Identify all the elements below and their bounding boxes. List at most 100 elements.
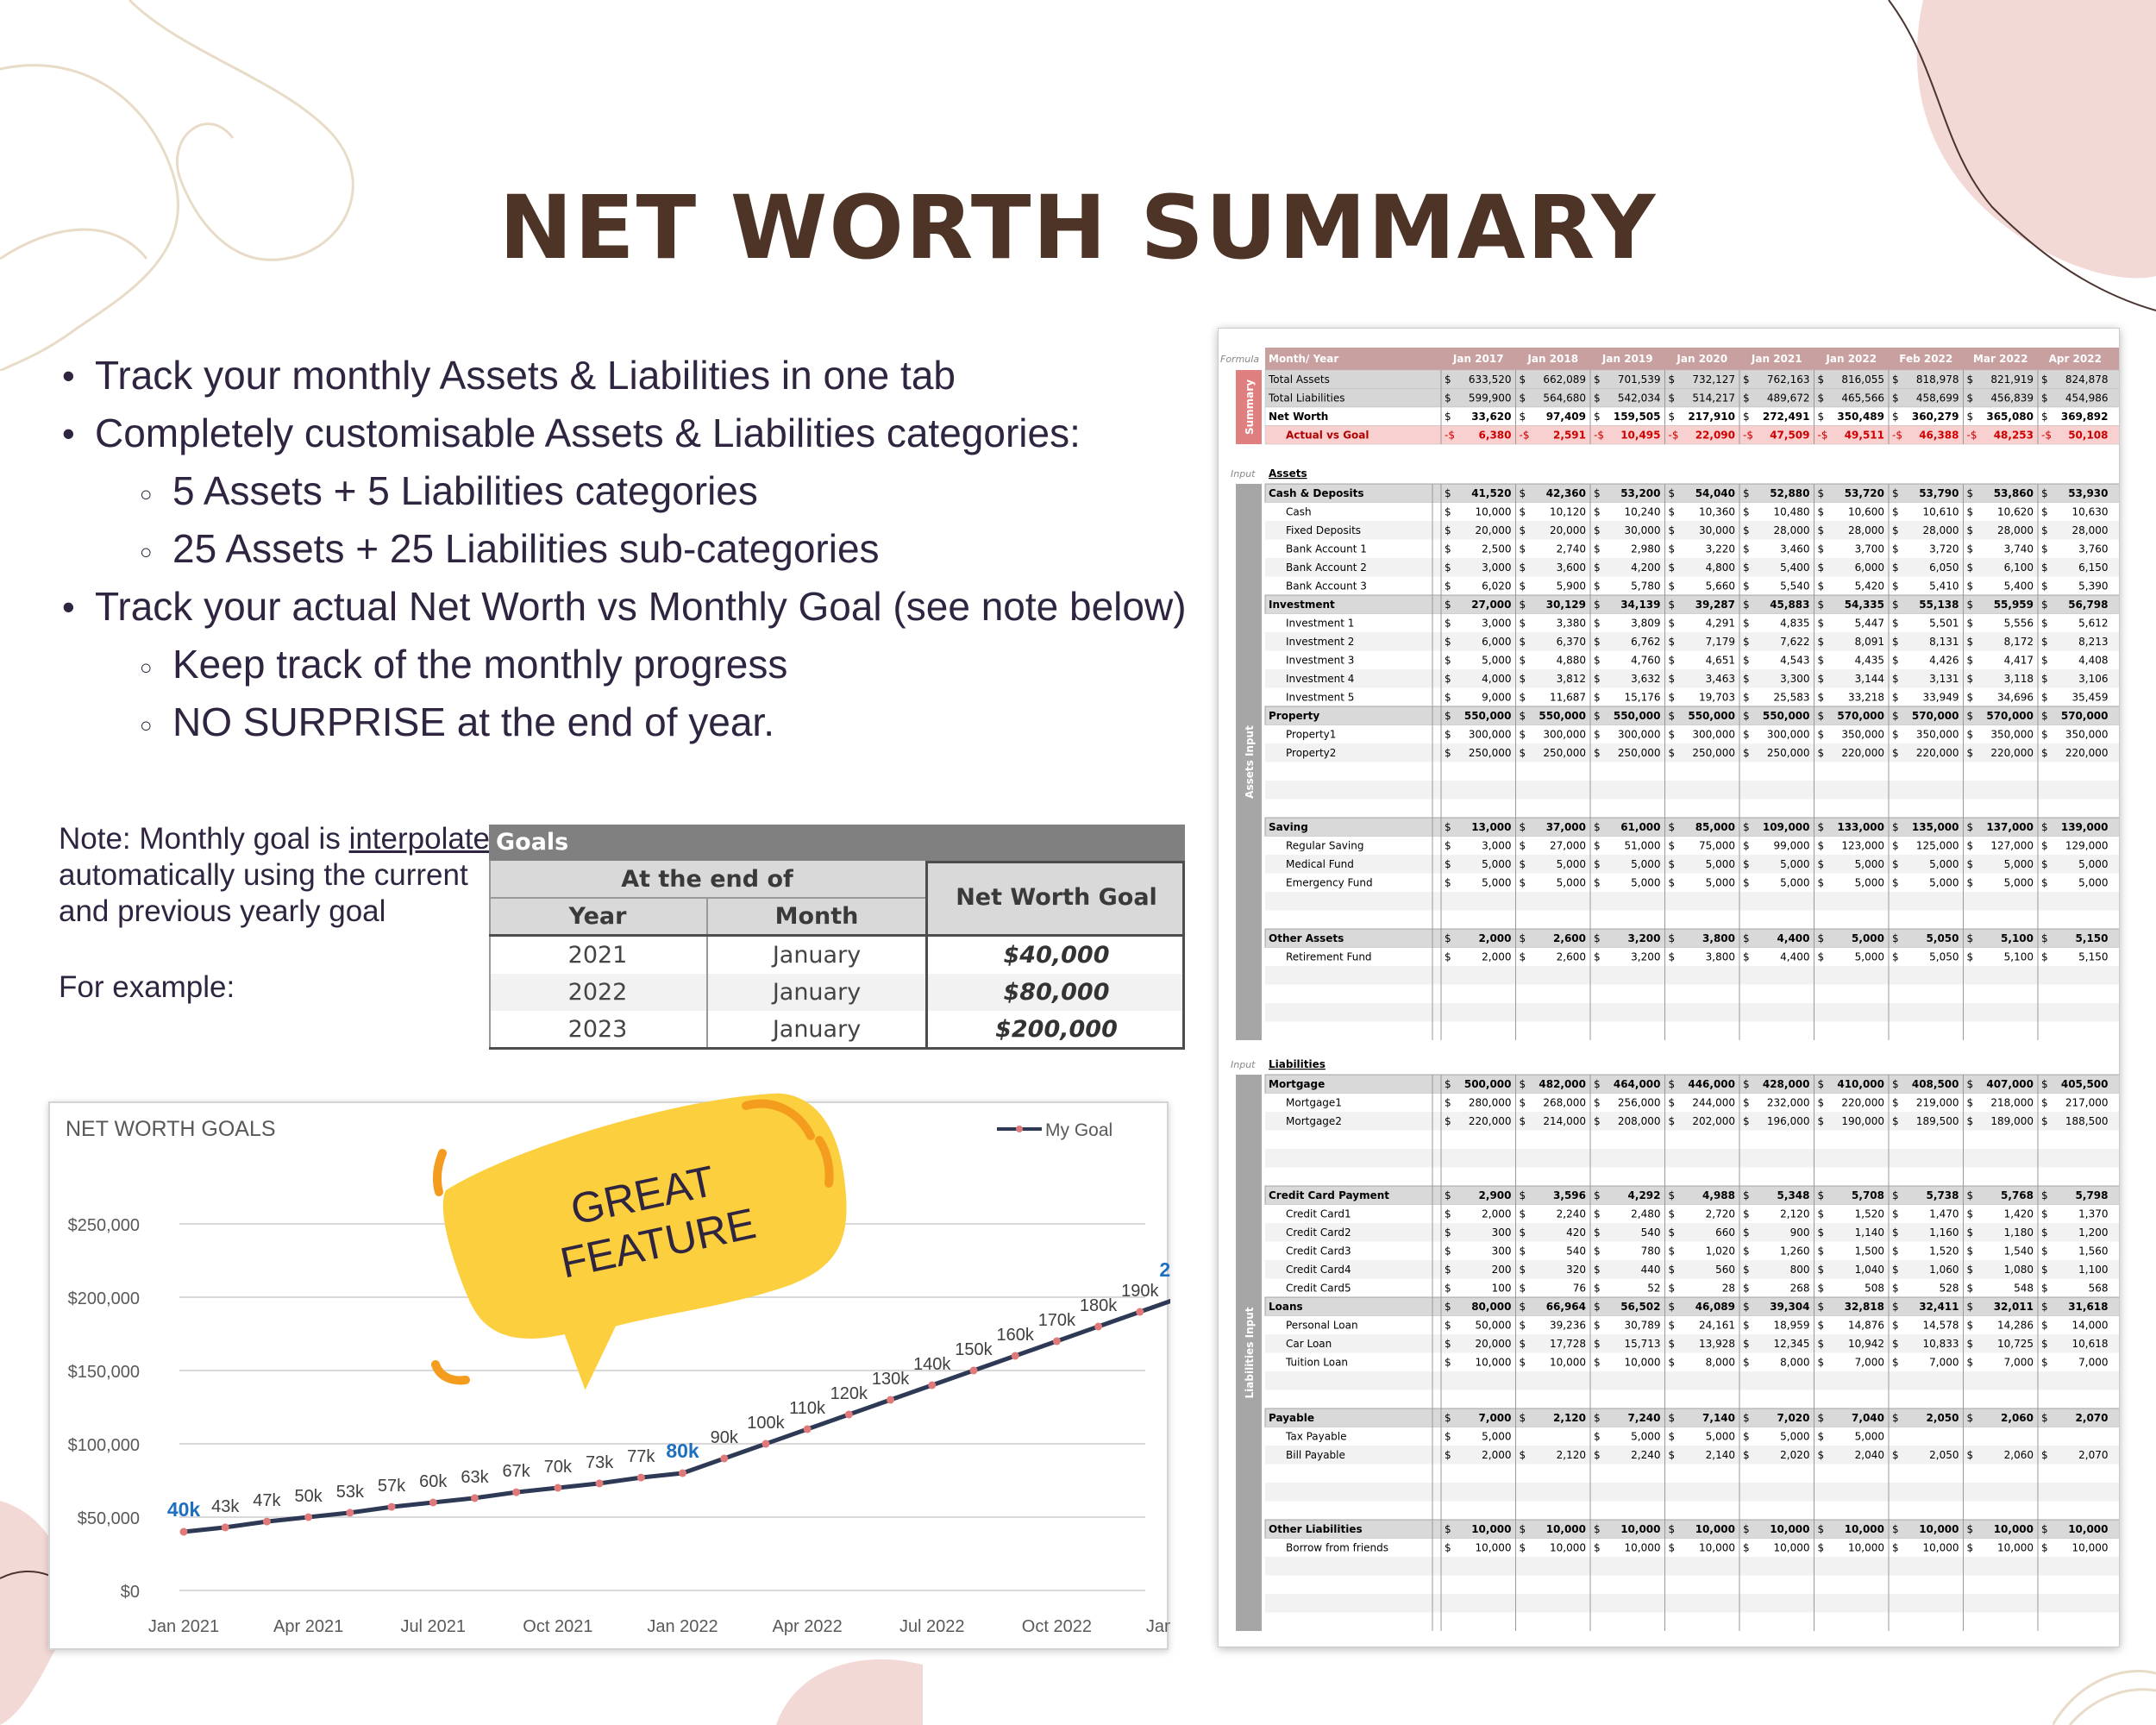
cell-value: 10,618 bbox=[2072, 1338, 2109, 1350]
data-label: 100k bbox=[747, 1414, 785, 1433]
table-divider bbox=[489, 1047, 1185, 1050]
currency-sign: $ bbox=[1743, 524, 1750, 536]
currency-sign: $ bbox=[1445, 1320, 1451, 1332]
currency-sign: $ bbox=[1445, 636, 1451, 648]
cell-value: 232,000 bbox=[1767, 1097, 1810, 1109]
cell-value: 456,839 bbox=[1990, 392, 2034, 405]
cell-value: 550,000 bbox=[1614, 710, 1661, 722]
currency-sign: $ bbox=[1892, 618, 1899, 630]
item-label: Car Loan bbox=[1286, 1338, 1332, 1350]
cell-value: 816,055 bbox=[1841, 373, 1884, 386]
currency-sign: $ bbox=[2041, 692, 2048, 704]
group-label: Saving bbox=[1269, 821, 1308, 833]
at-end-of-header: At the end of bbox=[489, 861, 925, 899]
cell-value: 350,489 bbox=[1837, 411, 1884, 423]
cell-value: 2,240 bbox=[1557, 1208, 1586, 1220]
cell-value: 701,539 bbox=[1618, 373, 1661, 386]
currency-sign: $ bbox=[1445, 747, 1451, 759]
currency-sign: $ bbox=[1892, 1301, 1899, 1313]
currency-sign: $ bbox=[1818, 1449, 1825, 1461]
cell-value: 11,687 bbox=[1550, 692, 1586, 704]
cell-value: 2,120 bbox=[1780, 1208, 1809, 1220]
group-row-bg bbox=[1264, 483, 2119, 503]
cell-value: 1,420 bbox=[2004, 1208, 2034, 1220]
currency-sign: $ bbox=[1892, 840, 1899, 852]
cell-value: 2,060 bbox=[2004, 1449, 2034, 1461]
currency-sign: $ bbox=[1818, 1301, 1825, 1313]
currency-sign: $ bbox=[1520, 524, 1526, 536]
currency-sign: $ bbox=[1669, 821, 1676, 833]
cell-value: 5,000 bbox=[1780, 1431, 1809, 1443]
sticker-accent-mark bbox=[742, 1099, 815, 1140]
item-row-bg bbox=[1265, 984, 2119, 1003]
currency-sign: $ bbox=[1743, 1412, 1750, 1424]
group-row-bg bbox=[1264, 1185, 2119, 1205]
currency-sign: $ bbox=[1818, 561, 1825, 574]
item-row-bg bbox=[1265, 632, 2119, 651]
currency-sign: $ bbox=[1892, 1357, 1899, 1369]
cell-value: 28,000 bbox=[1997, 524, 2034, 536]
cell-value: 10,495 bbox=[1620, 430, 1660, 442]
item-row-bg bbox=[1265, 855, 2119, 874]
currency-sign: -$ bbox=[1669, 430, 1679, 442]
cell-value: 5,000 bbox=[1855, 858, 1884, 870]
cell-value: 13,928 bbox=[1699, 1338, 1735, 1350]
cell-value: 15,713 bbox=[1625, 1338, 1661, 1350]
currency-sign: $ bbox=[1743, 487, 1750, 499]
cell-value: 218,000 bbox=[1990, 1097, 2034, 1109]
data-label: 80k bbox=[666, 1440, 699, 1462]
decorative-blob-bottom-center bbox=[776, 1659, 923, 1725]
currency-sign: $ bbox=[1818, 618, 1825, 630]
cell-value: 10,000 bbox=[1476, 506, 1512, 518]
currency-sign: $ bbox=[1669, 373, 1676, 386]
cell-value: 2,120 bbox=[1553, 1412, 1586, 1424]
currency-sign: $ bbox=[1594, 580, 1601, 593]
currency-sign: $ bbox=[1743, 932, 1750, 944]
currency-sign: $ bbox=[1520, 951, 1526, 963]
cell-value: 528 bbox=[1940, 1283, 1959, 1295]
cell-value: 10,600 bbox=[1848, 506, 1884, 518]
currency-sign: $ bbox=[1892, 1283, 1899, 1295]
cell-value: 10,000 bbox=[1476, 1542, 1512, 1554]
currency-sign: $ bbox=[1594, 411, 1601, 423]
cell-value: 300,000 bbox=[1692, 729, 1735, 741]
currency-sign: $ bbox=[1669, 1449, 1676, 1461]
cell-value: 39,236 bbox=[1550, 1320, 1586, 1332]
cell-value: 2,050 bbox=[1927, 1412, 1959, 1424]
currency-sign: $ bbox=[1967, 1283, 1974, 1295]
y-tick-label: $250,000 bbox=[68, 1216, 140, 1235]
cell-value: 3,000 bbox=[1482, 618, 1511, 630]
cell-value: 1,140 bbox=[1855, 1226, 1884, 1239]
currency-sign: $ bbox=[1743, 1115, 1750, 1127]
currency-sign: $ bbox=[1594, 1301, 1601, 1313]
cell-value: 244,000 bbox=[1692, 1097, 1735, 1109]
currency-sign: $ bbox=[1892, 373, 1899, 386]
cell-value: 5,556 bbox=[2004, 618, 2034, 630]
currency-sign: $ bbox=[1892, 1523, 1899, 1535]
currency-sign: $ bbox=[1669, 655, 1676, 667]
cell-value: 4,988 bbox=[1702, 1189, 1735, 1201]
item-row-bg bbox=[1265, 687, 2119, 706]
cell-value: 3,200 bbox=[1628, 932, 1661, 944]
currency-sign: $ bbox=[2041, 1320, 2048, 1332]
currency-sign: $ bbox=[1520, 1115, 1526, 1127]
cell-value: 4,800 bbox=[1706, 561, 1735, 574]
item-row-bg bbox=[1265, 781, 2119, 800]
currency-sign: $ bbox=[1594, 877, 1601, 889]
cell-value: 550,000 bbox=[1763, 710, 1810, 722]
currency-sign: $ bbox=[1520, 1449, 1526, 1461]
currency-sign: $ bbox=[1520, 1208, 1526, 1220]
currency-sign: $ bbox=[1520, 487, 1526, 499]
cell-value: 3,700 bbox=[1855, 543, 1884, 555]
currency-sign: $ bbox=[1743, 673, 1750, 685]
currency-sign: $ bbox=[1818, 411, 1825, 423]
cell-value: 10,000 bbox=[1845, 1523, 1884, 1535]
cell-value: 5,000 bbox=[1780, 877, 1809, 889]
item-row-bg bbox=[1265, 1389, 2119, 1408]
item-row-bg bbox=[1265, 743, 2119, 762]
currency-sign: $ bbox=[1669, 1189, 1676, 1201]
currency-sign: $ bbox=[1594, 710, 1601, 722]
currency-sign: $ bbox=[1669, 524, 1676, 536]
x-tick-label: Oct 2022 bbox=[1022, 1617, 1092, 1636]
currency-sign: $ bbox=[1669, 1078, 1676, 1090]
